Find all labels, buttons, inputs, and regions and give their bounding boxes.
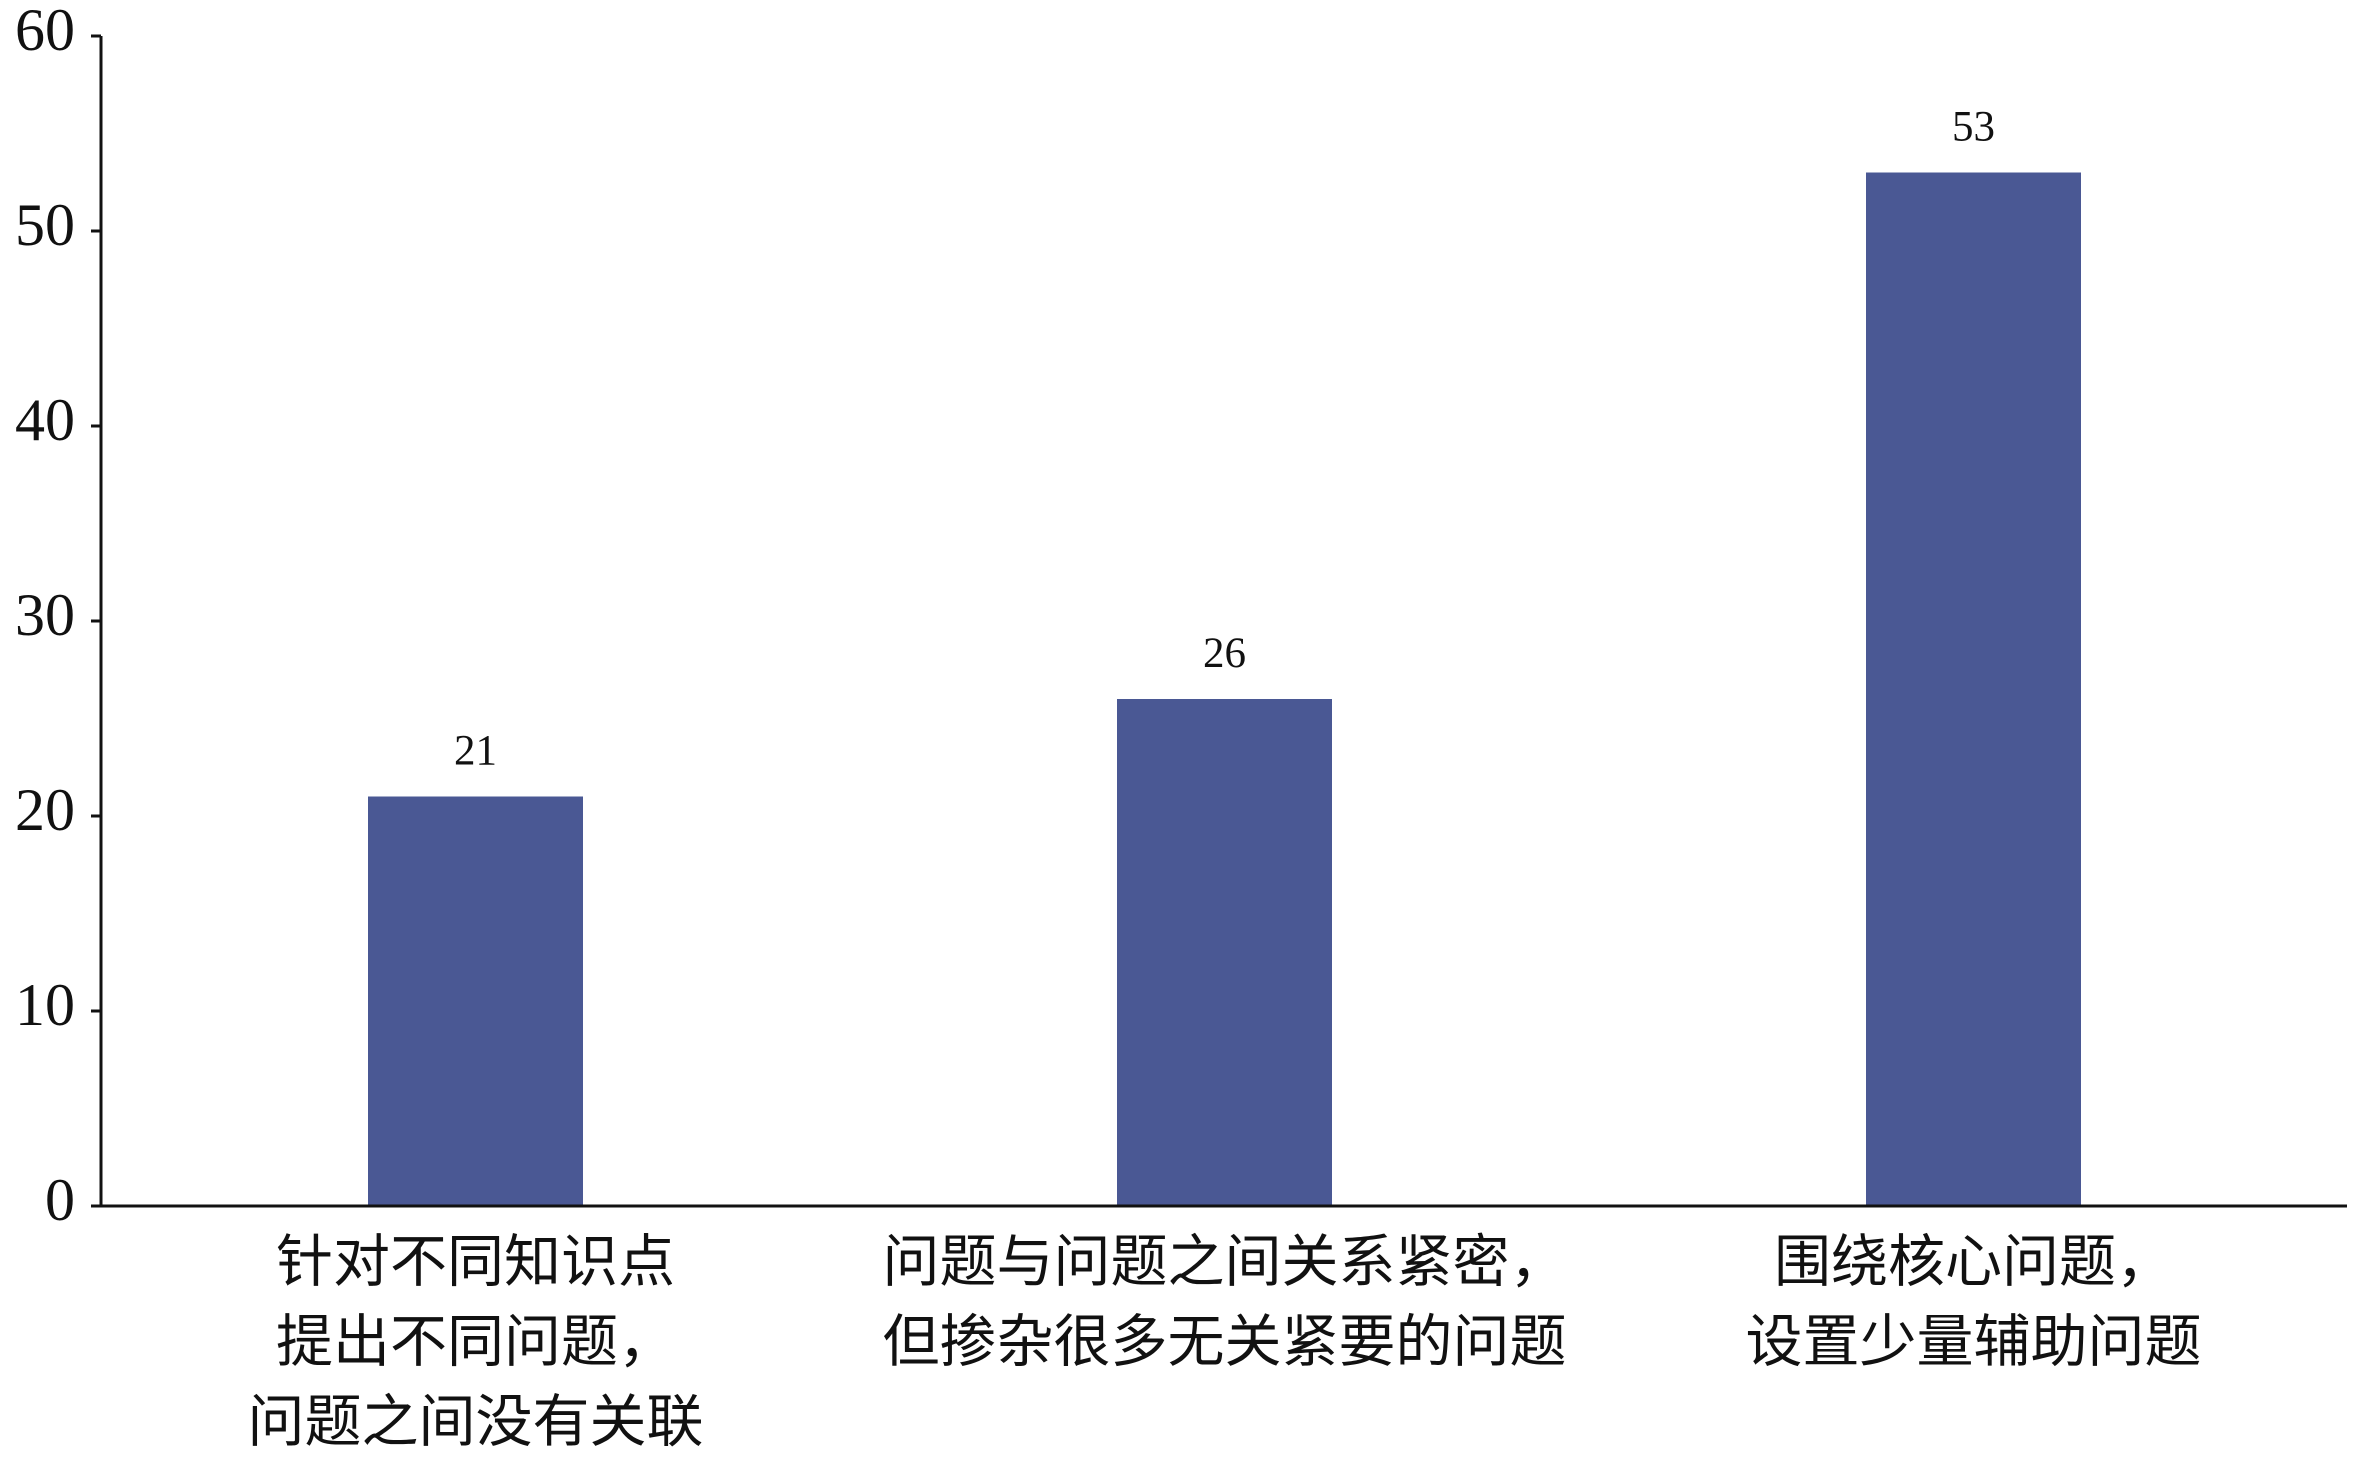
value-label: 53 — [1952, 103, 1995, 150]
y-tick-label: 30 — [15, 582, 75, 648]
y-tick-label: 0 — [45, 1167, 75, 1233]
y-tick-label: 40 — [15, 387, 75, 453]
value-label: 21 — [454, 727, 497, 774]
x-tick-label: 但掺杂很多无关紧要的问题 — [883, 1311, 1567, 1374]
y-tick-label: 10 — [15, 972, 75, 1038]
x-tick-label: 提出不同问题， — [276, 1311, 675, 1374]
x-tick-label: 围绕核心问题， — [1774, 1231, 2173, 1294]
y-tick-label: 20 — [15, 777, 75, 843]
y-tick-label: 50 — [15, 192, 75, 258]
value-label: 26 — [1203, 630, 1246, 677]
x-tick-label: 问题之间没有关联 — [248, 1391, 704, 1454]
x-tick-label: 设置少量辅助问题 — [1746, 1311, 2202, 1374]
x-tick-label: 针对不同知识点 — [276, 1231, 675, 1294]
bar — [1117, 699, 1332, 1206]
bar — [1866, 172, 2081, 1206]
bar — [368, 796, 583, 1206]
y-tick-label: 60 — [15, 0, 75, 63]
x-tick-label: 问题与问题之间关系紧密， — [883, 1231, 1567, 1294]
